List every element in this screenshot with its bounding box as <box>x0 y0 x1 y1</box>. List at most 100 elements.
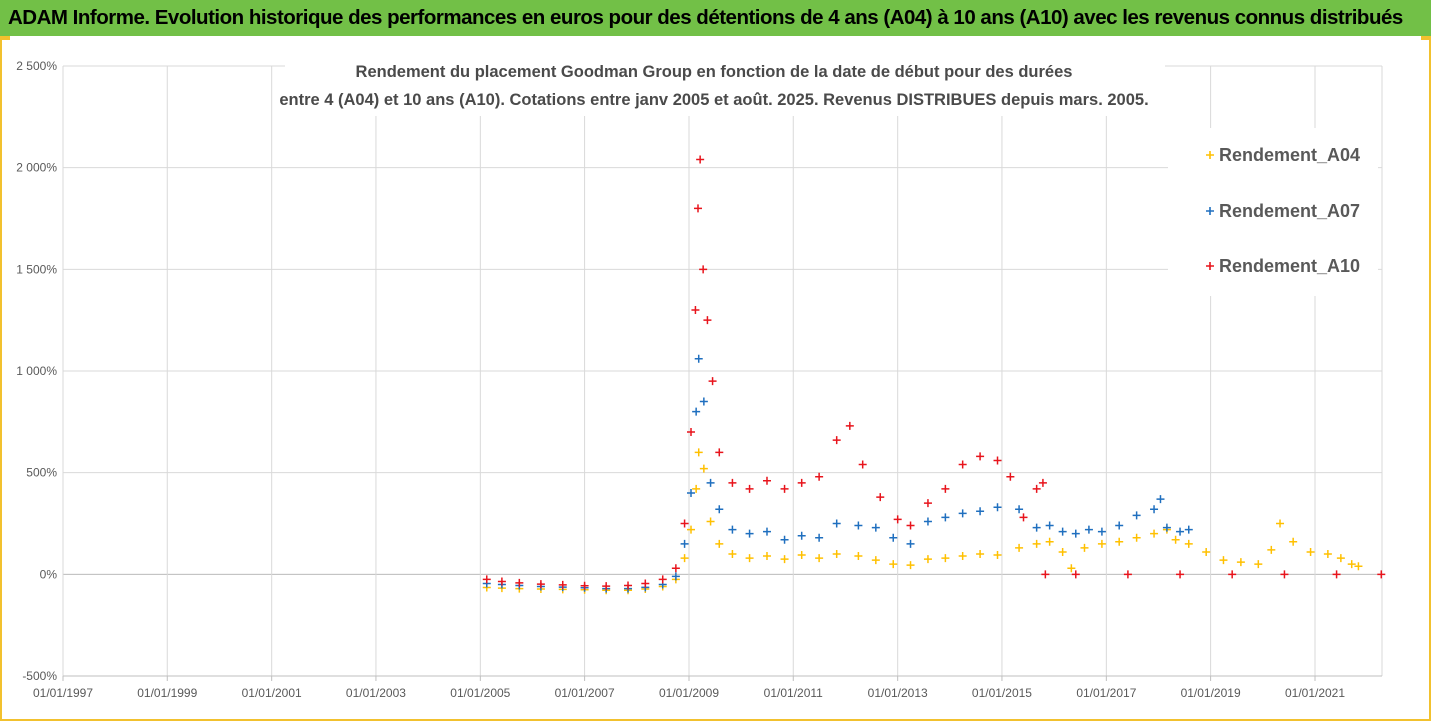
data-point <box>1071 570 1080 579</box>
data-point <box>671 572 680 581</box>
data-point <box>845 421 854 430</box>
data-point <box>1084 525 1093 534</box>
data-point <box>1289 537 1298 546</box>
x-tick-label: 01/01/2011 <box>764 686 823 700</box>
data-point <box>1032 523 1041 532</box>
data-point <box>706 478 715 487</box>
y-tick-label: 500% <box>26 466 57 480</box>
data-point <box>762 527 771 536</box>
data-point <box>1336 554 1345 563</box>
data-point <box>1115 521 1124 530</box>
data-point <box>1045 537 1054 546</box>
y-tick-label: 2 000% <box>16 161 57 175</box>
data-point <box>1041 570 1050 579</box>
x-tick-label: 01/01/2007 <box>555 686 615 700</box>
chart-title-block: Rendement du placement Goodman Group en … <box>279 52 1165 116</box>
data-point <box>706 517 715 526</box>
data-point <box>515 578 524 587</box>
data-point <box>1132 511 1141 520</box>
data-point <box>692 484 701 493</box>
data-point <box>815 554 824 563</box>
data-point <box>687 428 696 436</box>
data-point <box>1097 539 1106 548</box>
data-point <box>780 535 789 544</box>
data-point <box>1171 535 1180 544</box>
data-point <box>745 554 754 563</box>
data-point <box>923 499 932 508</box>
report-banner-title: ADAM Informe. Evolution historique des p… <box>8 6 1403 29</box>
data-point <box>854 521 863 530</box>
data-point <box>1150 505 1159 514</box>
data-point <box>958 552 967 561</box>
data-point <box>815 472 824 481</box>
data-point <box>699 464 708 473</box>
frame-corner-top-right <box>1421 36 1431 40</box>
data-point <box>624 581 633 590</box>
data-point <box>889 533 898 542</box>
data-point <box>708 377 717 386</box>
data-point <box>889 560 898 569</box>
x-axis: 01/01/1997 01/01/1999 01/01/2001 01/01/2003… <box>33 675 1382 700</box>
data-point <box>641 579 650 588</box>
data-point <box>1019 513 1028 522</box>
data-point <box>780 555 789 564</box>
data-point <box>1267 545 1276 554</box>
data-point <box>691 306 700 314</box>
series-a04 <box>482 448 1363 595</box>
data-point <box>715 505 724 514</box>
data-point <box>1032 539 1041 548</box>
data-point <box>1058 547 1067 556</box>
data-point <box>680 554 689 563</box>
chart-frame <box>0 36 1431 721</box>
data-point <box>1347 560 1356 569</box>
legend-item-a04: Rendement_A04 <box>1206 145 1360 165</box>
data-point <box>906 561 915 570</box>
data-point <box>1097 527 1106 536</box>
data-point <box>832 519 841 528</box>
data-point <box>762 476 771 485</box>
data-point <box>745 484 754 493</box>
legend-item-a07: Rendement_A07 <box>1206 201 1360 221</box>
x-tick-label: 01/01/2021 <box>1285 686 1345 700</box>
data-point <box>715 539 724 548</box>
data-point <box>728 478 737 487</box>
y-tick-label: 2 500% <box>16 59 57 73</box>
data-point <box>715 448 724 457</box>
data-point <box>832 550 841 558</box>
data-point <box>745 529 754 538</box>
data-point <box>1276 519 1285 528</box>
data-point <box>1323 550 1332 558</box>
data-point <box>1219 556 1228 565</box>
data-point <box>876 493 885 502</box>
legend-label-a04: Rendement_A04 <box>1219 145 1360 165</box>
data-point <box>687 489 696 497</box>
data-point <box>1115 537 1124 546</box>
report-banner: ADAM Informe. Evolution historique des p… <box>0 0 1431 36</box>
data-point <box>1176 527 1185 536</box>
data-point <box>797 551 806 560</box>
data-point <box>680 539 689 548</box>
data-point <box>854 552 863 561</box>
data-point <box>923 555 932 564</box>
data-point <box>797 531 806 540</box>
legend: Rendement_A04 Rendement_A07 Rendement_A1… <box>1168 128 1378 296</box>
data-point <box>993 456 1002 465</box>
data-point <box>1184 539 1193 548</box>
data-point <box>858 460 867 469</box>
data-point <box>680 519 689 528</box>
data-point <box>1038 478 1047 487</box>
data-point <box>1254 560 1263 569</box>
data-point <box>696 155 705 164</box>
data-point <box>941 513 950 522</box>
data-point <box>699 397 708 406</box>
x-tick-label: 01/01/1997 <box>33 686 93 700</box>
data-point <box>1045 521 1054 530</box>
data-point <box>1228 570 1237 579</box>
data-point <box>1006 472 1015 481</box>
y-tick-label: 0% <box>40 567 58 581</box>
data-series <box>482 155 1386 595</box>
data-point <box>976 550 985 558</box>
data-point <box>1236 558 1245 567</box>
data-point <box>687 525 696 534</box>
